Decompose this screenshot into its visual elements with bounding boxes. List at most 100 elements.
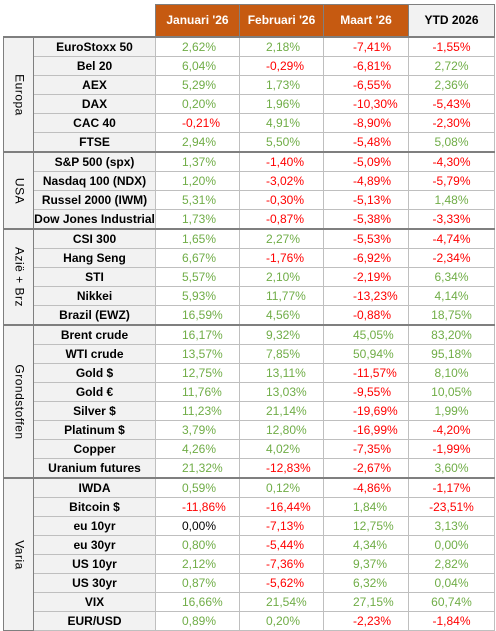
value-februari: 0,12% (239, 477, 324, 498)
value-januari: 2,12% (155, 554, 240, 574)
value-maart: -8,90% (323, 113, 409, 133)
value-maart: -10,30% (323, 94, 409, 114)
value-maart: 27,15% (323, 592, 409, 612)
value-januari: 21,32% (155, 458, 240, 479)
value-ytd: 95,18% (408, 344, 495, 364)
header-blank (3, 4, 156, 37)
value-ytd: -1,55% (408, 36, 495, 57)
value-maart: -6,55% (323, 75, 409, 95)
value-ytd: 8,10% (408, 363, 495, 383)
table-row: eu 10yr 0,00% -7,13% 12,75% 3,13% (4, 516, 495, 536)
value-maart: -2,23% (323, 611, 409, 631)
value-maart: 12,75% (323, 516, 409, 536)
returns-table: Januari '26 Februari '26 Maart '26 YTD 2… (3, 4, 495, 631)
value-maart: -19,69% (323, 401, 409, 421)
value-ytd: -1,99% (408, 439, 495, 459)
value-maart: 45,05% (323, 324, 409, 345)
instrument-name: Dow Jones Industrial (33, 209, 156, 230)
value-februari: 0,20% (239, 611, 324, 631)
value-februari: 7,85% (239, 344, 324, 364)
instrument-name: Uranium futures (33, 458, 156, 479)
value-maart: -2,67% (323, 458, 409, 479)
table-row: STI 5,57% 2,10% -2,19% 6,34% (4, 267, 495, 287)
value-januari: 0,87% (155, 573, 240, 593)
table-row: Silver $11,23% 21,14% -19,69% 1,99% (4, 401, 495, 421)
value-maart: -4,89% (323, 171, 409, 191)
value-januari: 0,80% (155, 535, 240, 555)
value-maart: -5,09% (323, 151, 409, 172)
table-row: Europa EuroStoxx 50 2,62% 2,18% -7,41% -1,55% (3, 36, 495, 153)
value-ytd: 2,82% (408, 554, 495, 574)
instrument-name: Nasdaq 100 (NDX) (33, 171, 156, 191)
instrument-name: Silver $ (33, 401, 156, 421)
instrument-name: EUR/USD (33, 611, 156, 631)
table-row: Brazil (EWZ) 16,59% 4,56% -0,88% 18,75% (4, 305, 495, 326)
value-januari: 12,75% (155, 363, 240, 383)
value-februari: -5,62% (239, 573, 324, 593)
instrument-name: Platinum $ (33, 420, 156, 440)
value-januari: 1,73% (155, 209, 240, 230)
value-januari: 16,66% (155, 592, 240, 612)
table-row: EUR/USD 0,89% 0,20% -2,23% -1,84% (4, 611, 495, 631)
table-row: Hang Seng 6,67% -1,76% -6,92% -2,34% (4, 248, 495, 268)
instrument-name: IWDA (33, 477, 156, 498)
value-maart: -7,41% (323, 36, 409, 57)
value-maart: 50,94% (323, 344, 409, 364)
value-februari: 2,27% (239, 228, 324, 249)
group-cell: Varia (3, 477, 34, 631)
table-row: CAC 40 -0,21% 4,91% -8,90% -2,30% (4, 113, 495, 133)
table-row: Grondstoffen Brent crude 16,17% 9,32% 45,05%… (3, 324, 495, 479)
table-row: Varia IWDA 0,59% 0,12% -4,86% -1,17% (3, 477, 495, 631)
value-ytd: 5,08% (408, 132, 495, 153)
table-row: FTSE 2,94% 5,50% -5,48% 5,08% (4, 132, 495, 153)
value-februari: 1,73% (239, 75, 324, 95)
table-row: WTI crude 13,57% 7,85% 50,94% 95,18% (4, 344, 495, 364)
instrument-name: S&P 500 (spx) (33, 151, 156, 172)
value-januari: 16,17% (155, 324, 240, 345)
value-maart: 6,32% (323, 573, 409, 593)
header-ytd: YTD 2026 (408, 4, 495, 38)
value-ytd: -4,74% (408, 228, 495, 249)
value-februari: 2,10% (239, 267, 324, 287)
group-cell: Grondstoffen (3, 324, 34, 479)
group-cell: USA (3, 151, 34, 230)
value-ytd: 1,48% (408, 190, 495, 210)
value-januari: 2,94% (155, 132, 240, 153)
instrument-name: CAC 40 (33, 113, 156, 133)
instrument-name: Hang Seng (33, 248, 156, 268)
value-maart: -4,86% (323, 477, 409, 498)
instrument-name: Russel 2000 (IWM) (33, 190, 156, 210)
value-maart: -16,99% (323, 420, 409, 440)
value-maart: 4,34% (323, 535, 409, 555)
value-maart: -5,38% (323, 209, 409, 230)
value-februari: -7,13% (239, 516, 324, 536)
table-row: eu 30yr 0,80% -5,44% 4,34% 0,00% (4, 535, 495, 555)
value-ytd: -5,43% (408, 94, 495, 114)
group-label: Azië + Brz (12, 246, 26, 308)
table-row: Copper 4,26% 4,02% -7,35% -1,99% (4, 439, 495, 459)
value-maart: -7,35% (323, 439, 409, 459)
value-februari: 5,50% (239, 132, 324, 153)
value-januari: 0,20% (155, 94, 240, 114)
table-row: Nikkei 5,93% 11,77% -13,23% 4,14% (4, 286, 495, 306)
header-januari: Januari '26 (155, 4, 240, 38)
table-row: Platinum $3,79% 12,80% -16,99% -4,20% (4, 420, 495, 440)
value-februari: 12,80% (239, 420, 324, 440)
instrument-name: STI (33, 267, 156, 287)
value-januari: -0,21% (155, 113, 240, 133)
value-ytd: -3,33% (408, 209, 495, 230)
table-row: Bel 20 6,04% -0,29% -6,81% 2,72% (4, 56, 495, 76)
group-cell: Azië + Brz (3, 228, 34, 326)
instrument-name: Nikkei (33, 286, 156, 306)
value-februari: -12,83% (239, 458, 324, 479)
value-ytd: -5,79% (408, 171, 495, 191)
value-ytd: 0,04% (408, 573, 495, 593)
value-ytd: -4,20% (408, 420, 495, 440)
instrument-name: US 30yr (33, 573, 156, 593)
group-label: Grondstoffen (12, 363, 26, 440)
value-januari: 0,59% (155, 477, 240, 498)
value-januari: 4,26% (155, 439, 240, 459)
value-februari: 21,54% (239, 592, 324, 612)
instrument-name: Brazil (EWZ) (33, 305, 156, 326)
value-ytd: 18,75% (408, 305, 495, 326)
